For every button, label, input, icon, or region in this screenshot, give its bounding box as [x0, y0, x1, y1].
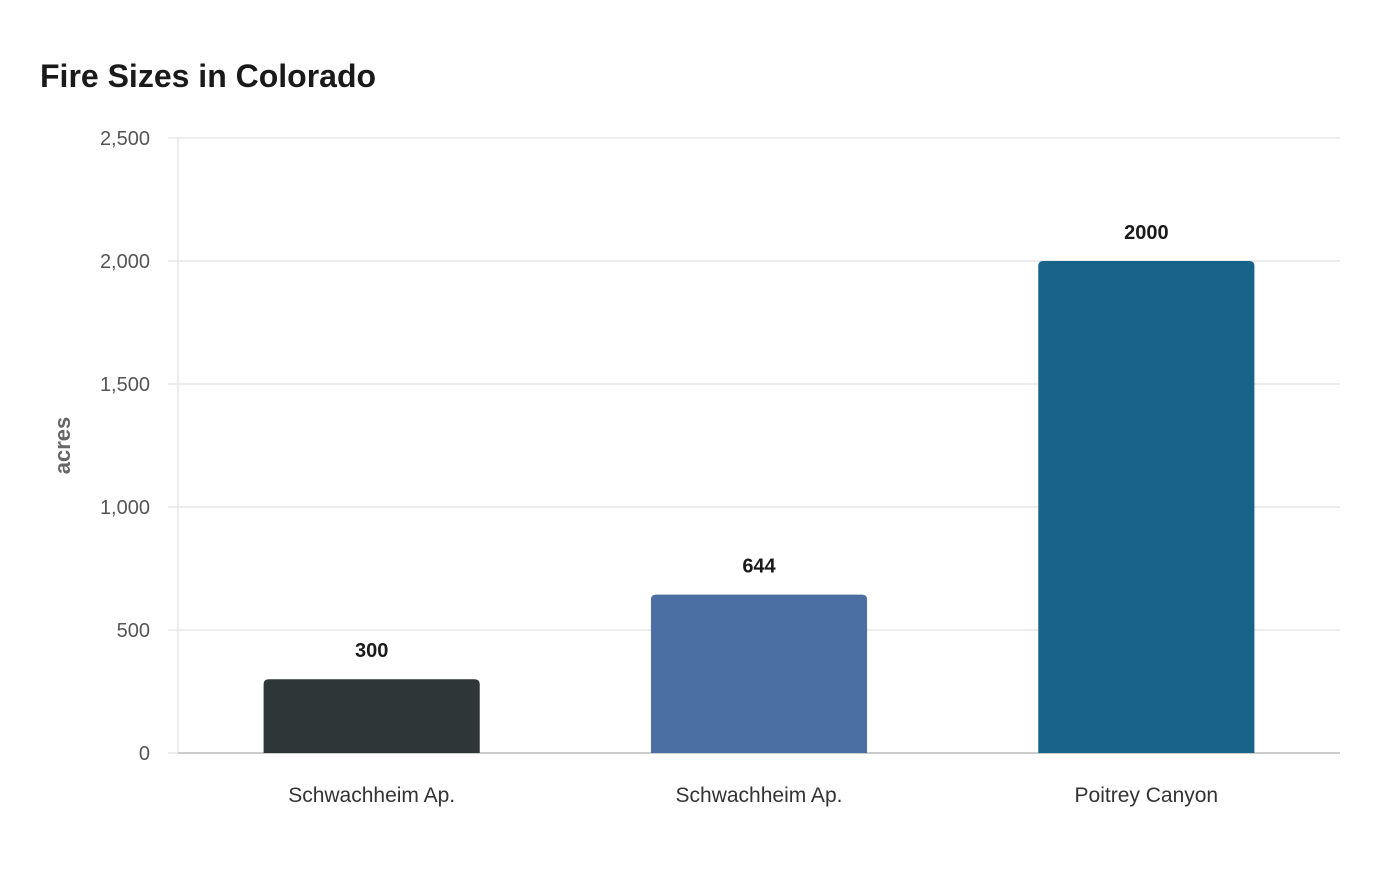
- y-tick-label: 2,000: [100, 251, 150, 273]
- y-axis-title: acres: [50, 417, 75, 475]
- bar: [263, 679, 480, 753]
- chart-title: Fire Sizes in Colorado: [40, 58, 377, 94]
- bar-value-label: 300: [355, 640, 388, 662]
- y-tick-label: 500: [117, 620, 150, 642]
- y-tick-label: 2,500: [100, 128, 150, 150]
- y-tick-label: 0: [139, 743, 150, 765]
- x-category-label: Schwachheim Ap.: [676, 784, 843, 807]
- bar: [1038, 261, 1255, 753]
- y-tick-label: 1,500: [100, 374, 150, 396]
- x-category-label: Poitrey Canyon: [1075, 784, 1219, 807]
- y-tick-label: 1,000: [100, 497, 150, 519]
- bars: 300 644 2000: [263, 222, 1255, 753]
- x-axis-labels: Schwachheim Ap. Schwachheim Ap. Poitrey Ca…: [288, 784, 1218, 807]
- bar-value-label: 2000: [1124, 222, 1169, 244]
- y-axis-ticks: 0 500 1,000 1,500 2,000 2,500: [100, 128, 178, 765]
- x-category-label: Schwachheim Ap.: [288, 784, 455, 807]
- bar-value-label: 644: [742, 556, 776, 578]
- bar: [650, 594, 868, 753]
